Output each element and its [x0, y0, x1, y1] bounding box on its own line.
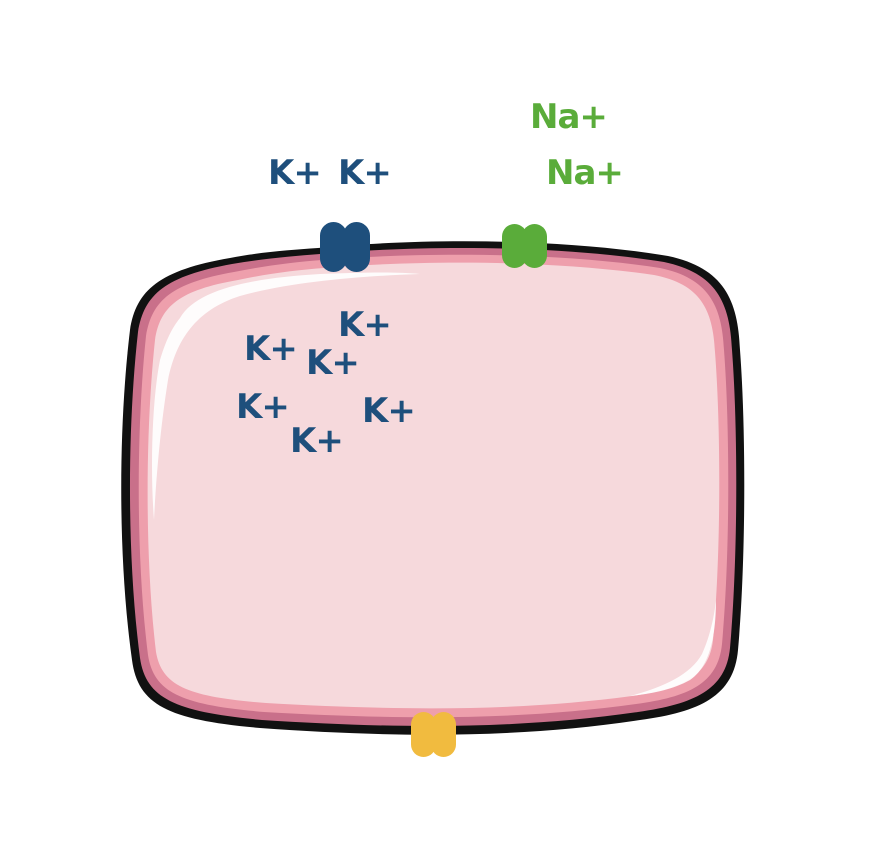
- yellow-channel-right-subunit: [431, 712, 456, 757]
- potassium-ion-label: K+: [362, 391, 415, 431]
- potassium-ion-label: K+: [338, 153, 391, 193]
- sodium-channel: [502, 224, 547, 268]
- cell: [121, 241, 745, 735]
- sodium-ion-label: Na+: [530, 97, 607, 137]
- sodium-ion-label: Na+: [546, 153, 623, 193]
- potassium-channel-right-subunit: [343, 222, 370, 272]
- outside-potassium-ions: K+ K+: [268, 153, 392, 193]
- potassium-ion-label: K+: [236, 387, 289, 427]
- sodium-channel-left-subunit: [502, 224, 527, 268]
- cytoplasm: [147, 262, 720, 709]
- potassium-ion-label: K+: [268, 153, 321, 193]
- potassium-channel: [320, 222, 370, 272]
- cell-highlight-lower: [630, 600, 716, 696]
- yellow-channel: [411, 712, 456, 757]
- sodium-channel-right-subunit: [522, 224, 547, 268]
- potassium-ion-label: K+: [244, 329, 297, 369]
- potassium-ion-label: K+: [338, 305, 391, 345]
- inside-potassium-ions: K+ K+ K+ K+ K+ K+: [236, 305, 416, 461]
- outside-sodium-ions: Na+ Na+: [530, 97, 624, 193]
- potassium-ion-label: K+: [290, 421, 343, 461]
- potassium-channel-left-subunit: [320, 222, 347, 272]
- potassium-ion-label: K+: [306, 343, 359, 383]
- yellow-channel-left-subunit: [411, 712, 436, 757]
